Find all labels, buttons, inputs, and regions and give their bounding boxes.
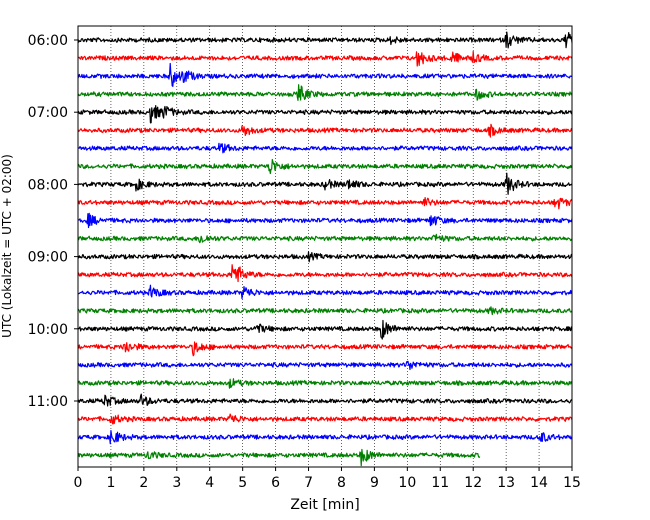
y-axis-label: UTC (Lokalzeit = UTC + 02:00) [0,154,14,338]
x-tick-label: 0 [74,475,83,491]
trace-0900 [77,251,573,263]
trace-1015 [77,341,573,357]
trace-1115 [77,413,573,425]
trace-0830 [77,212,573,229]
x-tick-label: 6 [271,475,280,491]
y-tick-label: 11:00 [28,394,68,410]
trace-1000 [77,319,573,340]
trace-0645 [77,84,573,102]
trace-0845 [77,233,573,244]
trace-0945 [77,306,573,316]
x-tick-label: 14 [530,475,548,491]
x-tick-label: 15 [563,475,581,491]
x-tick-label: 5 [238,475,247,491]
x-tick-label: 10 [398,475,416,491]
x-tick-label: 1 [106,475,115,491]
y-tick-label: 08:00 [28,177,68,193]
trace-0930 [77,284,573,300]
trace-1045 [77,378,573,389]
x-tick-label: 7 [304,475,313,491]
x-tick-label: 13 [497,475,515,491]
x-tick-label: 11 [431,475,449,491]
trace-0800 [77,172,573,195]
y-tick-label: 07:00 [28,105,68,121]
trace-0600 [77,31,573,49]
x-axis-label: Zeit [min] [290,497,359,513]
x-tick-label: 9 [370,475,379,491]
trace-0715 [77,123,573,138]
y-tick-label: 09:00 [28,250,68,266]
y-axis-ticks: 06:00 07:00 08:00 09:00 10:00 11:00 [28,33,78,410]
trace-0745 [77,158,573,175]
y-tick-label: 06:00 [28,33,68,49]
plot-frame [77,25,573,468]
trace-0615 [77,50,573,67]
trace-1030 [77,360,573,371]
x-tick-label: 2 [139,475,148,491]
trace-1130 [77,429,573,445]
x-axis-ticks: 0 1 2 3 4 5 6 7 8 9 10 11 12 13 14 15 [74,467,581,491]
x-tick-label: 12 [464,475,482,491]
trace-0630 [77,62,573,87]
trace-series [77,31,573,467]
x-tick-label: 3 [172,475,181,491]
trace-1145 [77,448,481,467]
y-tick-label: 10:00 [28,322,68,338]
trace-1100 [77,393,573,407]
x-tick-label: 8 [337,475,346,491]
trace-0815 [77,196,573,210]
x-tick-label: 4 [205,475,214,491]
trace-0730 [77,142,573,154]
trace-0700 [77,105,573,124]
trace-0915 [77,264,573,283]
